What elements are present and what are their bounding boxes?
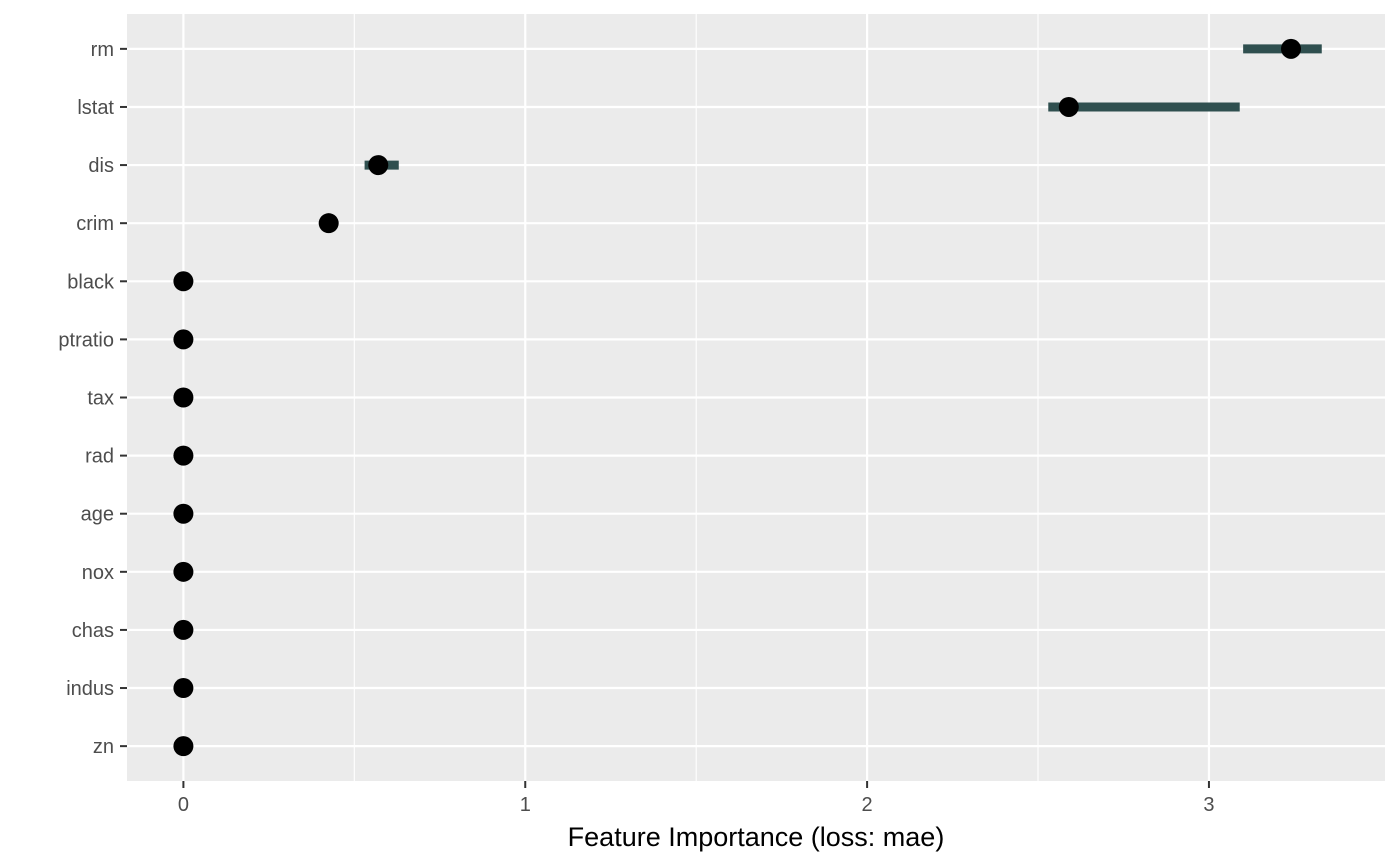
point-crim xyxy=(318,213,339,234)
point-tax xyxy=(173,387,194,408)
point-zn xyxy=(173,736,194,757)
y-tick-label: dis xyxy=(88,155,114,177)
y-tick-label: zn xyxy=(93,736,114,758)
point-rm xyxy=(1280,38,1301,59)
x-axis-title: Feature Importance (loss: mae) xyxy=(568,822,945,852)
x-tick-label: 3 xyxy=(1203,794,1214,816)
point-ptratio xyxy=(173,329,194,350)
y-tick-label: rad xyxy=(85,446,114,468)
y-tick-label: tax xyxy=(87,388,114,410)
y-axis: rm lstat dis crim black ptratio tax rad age nox ch… xyxy=(58,39,127,758)
point-chas xyxy=(173,619,194,640)
y-tick-label: black xyxy=(67,271,115,293)
x-axis: 0 1 2 3 xyxy=(178,781,1215,816)
point-black xyxy=(173,271,194,292)
y-tick-label: ptratio xyxy=(58,329,114,351)
point-lstat xyxy=(1058,96,1079,117)
y-tick-label: rm xyxy=(91,39,114,61)
point-age xyxy=(173,503,194,524)
y-tick-label: crim xyxy=(76,213,114,235)
y-tick-label: nox xyxy=(82,562,114,584)
y-tick-label: lstat xyxy=(77,97,114,119)
x-tick-label: 1 xyxy=(520,794,531,816)
y-tick-label: age xyxy=(81,504,114,526)
y-tick-label: indus xyxy=(66,678,114,700)
x-tick-label: 0 xyxy=(178,794,189,816)
importance-points xyxy=(173,38,1301,757)
point-dis xyxy=(368,155,389,176)
major-gridlines xyxy=(127,14,1385,781)
y-tick-label: chas xyxy=(72,620,114,642)
point-nox xyxy=(173,561,194,582)
point-indus xyxy=(173,678,194,699)
x-tick-label: 2 xyxy=(862,794,873,816)
point-rad xyxy=(173,445,194,466)
